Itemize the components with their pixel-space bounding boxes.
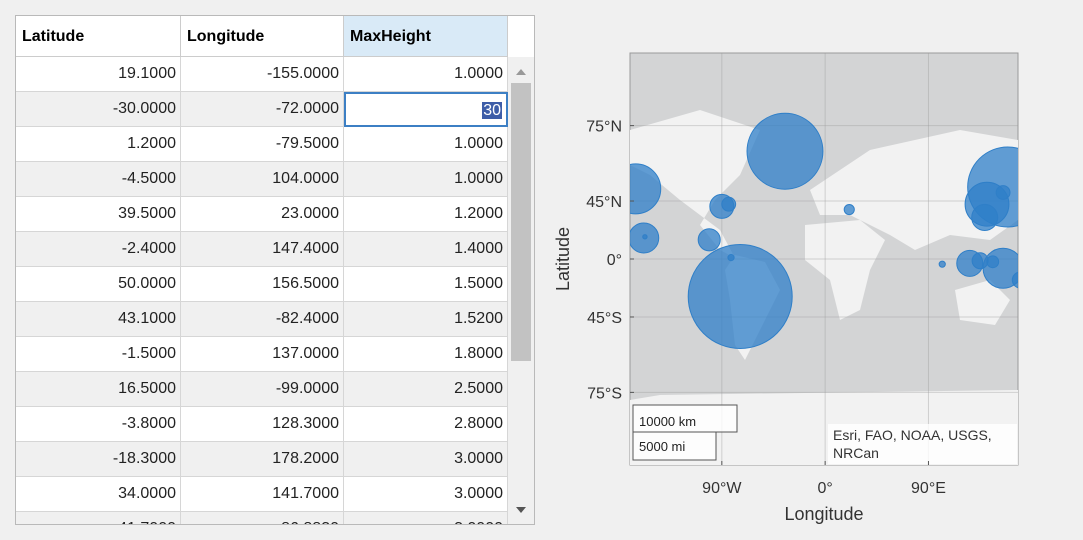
bubble: [746, 112, 824, 190]
bubble: [995, 185, 1011, 200]
table-cell[interactable]: 1.4000: [344, 232, 508, 267]
bubble: [986, 255, 1000, 269]
x-tick-label: 90°W: [702, 480, 742, 497]
table-cell[interactable]: -30.0000: [16, 92, 181, 127]
table-cell[interactable]: -79.5000: [181, 127, 344, 162]
editing-cell[interactable]: 30: [344, 92, 508, 127]
table-cell[interactable]: 1.8000: [344, 337, 508, 372]
table-cell[interactable]: -82.4000: [181, 302, 344, 337]
bubble: [727, 254, 735, 262]
table-cell[interactable]: -3.8000: [16, 407, 181, 442]
table-cell[interactable]: 128.3000: [181, 407, 344, 442]
table-cell[interactable]: 23.0000: [181, 197, 344, 232]
bubble: [982, 247, 1018, 289]
bubble: [642, 234, 648, 240]
column-header[interactable]: MaxHeight: [344, 16, 508, 57]
table-cell[interactable]: 178.2000: [181, 442, 344, 477]
y-tick-label: 75°N: [586, 119, 622, 136]
y-tick-label: 45°N: [586, 194, 622, 211]
table-cell[interactable]: -99.0000: [181, 372, 344, 407]
scalebar-km: [632, 404, 738, 433]
land: [630, 110, 1018, 465]
scalebar-label: 5000 mi: [639, 439, 685, 454]
x-axis-label: Longitude: [784, 504, 863, 524]
bubble: [630, 222, 660, 254]
data-table[interactable]: Latitude Longitude MaxHeight 19.1000 -155.00…: [15, 15, 535, 525]
table-cell[interactable]: -72.0000: [181, 92, 344, 127]
x-tick-label: 0°: [817, 480, 832, 497]
bubble: [1011, 271, 1018, 289]
table-cell[interactable]: 3.0000: [344, 477, 508, 512]
scroll-down[interactable]: [516, 507, 526, 513]
attribution: NRCan: [833, 445, 879, 461]
table-cell[interactable]: 1.0000: [344, 127, 508, 162]
y-tick-label: 0°: [607, 252, 622, 269]
table-cell[interactable]: -1.5000: [16, 337, 181, 372]
table-cell[interactable]: -155.0000: [181, 57, 344, 92]
table-cell[interactable]: 156.5000: [181, 267, 344, 302]
table-cell[interactable]: 147.4000: [181, 232, 344, 267]
bubble: [938, 260, 946, 268]
table-cell[interactable]: 141.7000: [181, 477, 344, 512]
bubble: [967, 146, 1018, 228]
bubble: [630, 163, 662, 215]
table-cell[interactable]: 16.5000: [16, 372, 181, 407]
table-cell[interactable]: 104.0000: [181, 162, 344, 197]
table-cell[interactable]: 19.1000: [16, 57, 181, 92]
table-cell[interactable]: -2.4000: [16, 232, 181, 267]
table-cell[interactable]: 2.5000: [344, 372, 508, 407]
y-tick-label: 45°S: [587, 310, 622, 327]
attribution-box: [828, 424, 1017, 464]
bubble: [971, 252, 989, 270]
column-header[interactable]: Longitude: [181, 16, 344, 57]
bubble: [971, 203, 999, 231]
table-cell[interactable]: 1.0000: [344, 57, 508, 92]
map-background: [629, 52, 1019, 466]
bubble: [709, 193, 735, 219]
table-cell[interactable]: 41.7000: [16, 512, 181, 524]
scalebar-mi: [632, 431, 717, 461]
scroll-thumb[interactable]: [511, 83, 531, 361]
table-cell[interactable]: 1.2000: [344, 197, 508, 232]
bubble: [843, 203, 855, 216]
table-cell[interactable]: 1.5200: [344, 302, 508, 337]
table-cell[interactable]: 50.0000: [16, 267, 181, 302]
table-cell[interactable]: 3.0000: [344, 512, 508, 524]
table-cell[interactable]: 39.5000: [16, 197, 181, 232]
table-cell[interactable]: 1.5000: [344, 267, 508, 302]
bubble: [964, 181, 1010, 227]
attribution: Esri, FAO, NOAA, USGS,: [833, 427, 992, 443]
table-cell[interactable]: 1.2000: [16, 127, 181, 162]
scroll-up[interactable]: [516, 69, 526, 75]
table-cell[interactable]: 34.0000: [16, 477, 181, 512]
scalebar-label: 10000 km: [639, 414, 696, 429]
bubble: [956, 249, 984, 277]
column-header[interactable]: Latitude: [16, 16, 181, 57]
x-tick-label: 90°E: [911, 480, 946, 497]
table-cell[interactable]: 3.0000: [344, 442, 508, 477]
scrollbar[interactable]: [508, 57, 534, 524]
table-cell[interactable]: -18.3000: [16, 442, 181, 477]
bubble: [721, 196, 737, 212]
table-cell[interactable]: -4.5000: [16, 162, 181, 197]
table-cell[interactable]: 43.1000: [16, 302, 181, 337]
table-cell[interactable]: 2.8000: [344, 407, 508, 442]
table-cell[interactable]: 1.0000: [344, 162, 508, 197]
y-axis-label: Latitude: [553, 227, 573, 291]
selected-text[interactable]: 30: [482, 102, 502, 119]
y-tick-label: 75°S: [587, 385, 622, 402]
bubble: [697, 228, 721, 252]
table-cell[interactable]: 137.0000: [181, 337, 344, 372]
table-cell[interactable]: -86.8830: [181, 512, 344, 524]
bubble: [687, 243, 793, 349]
